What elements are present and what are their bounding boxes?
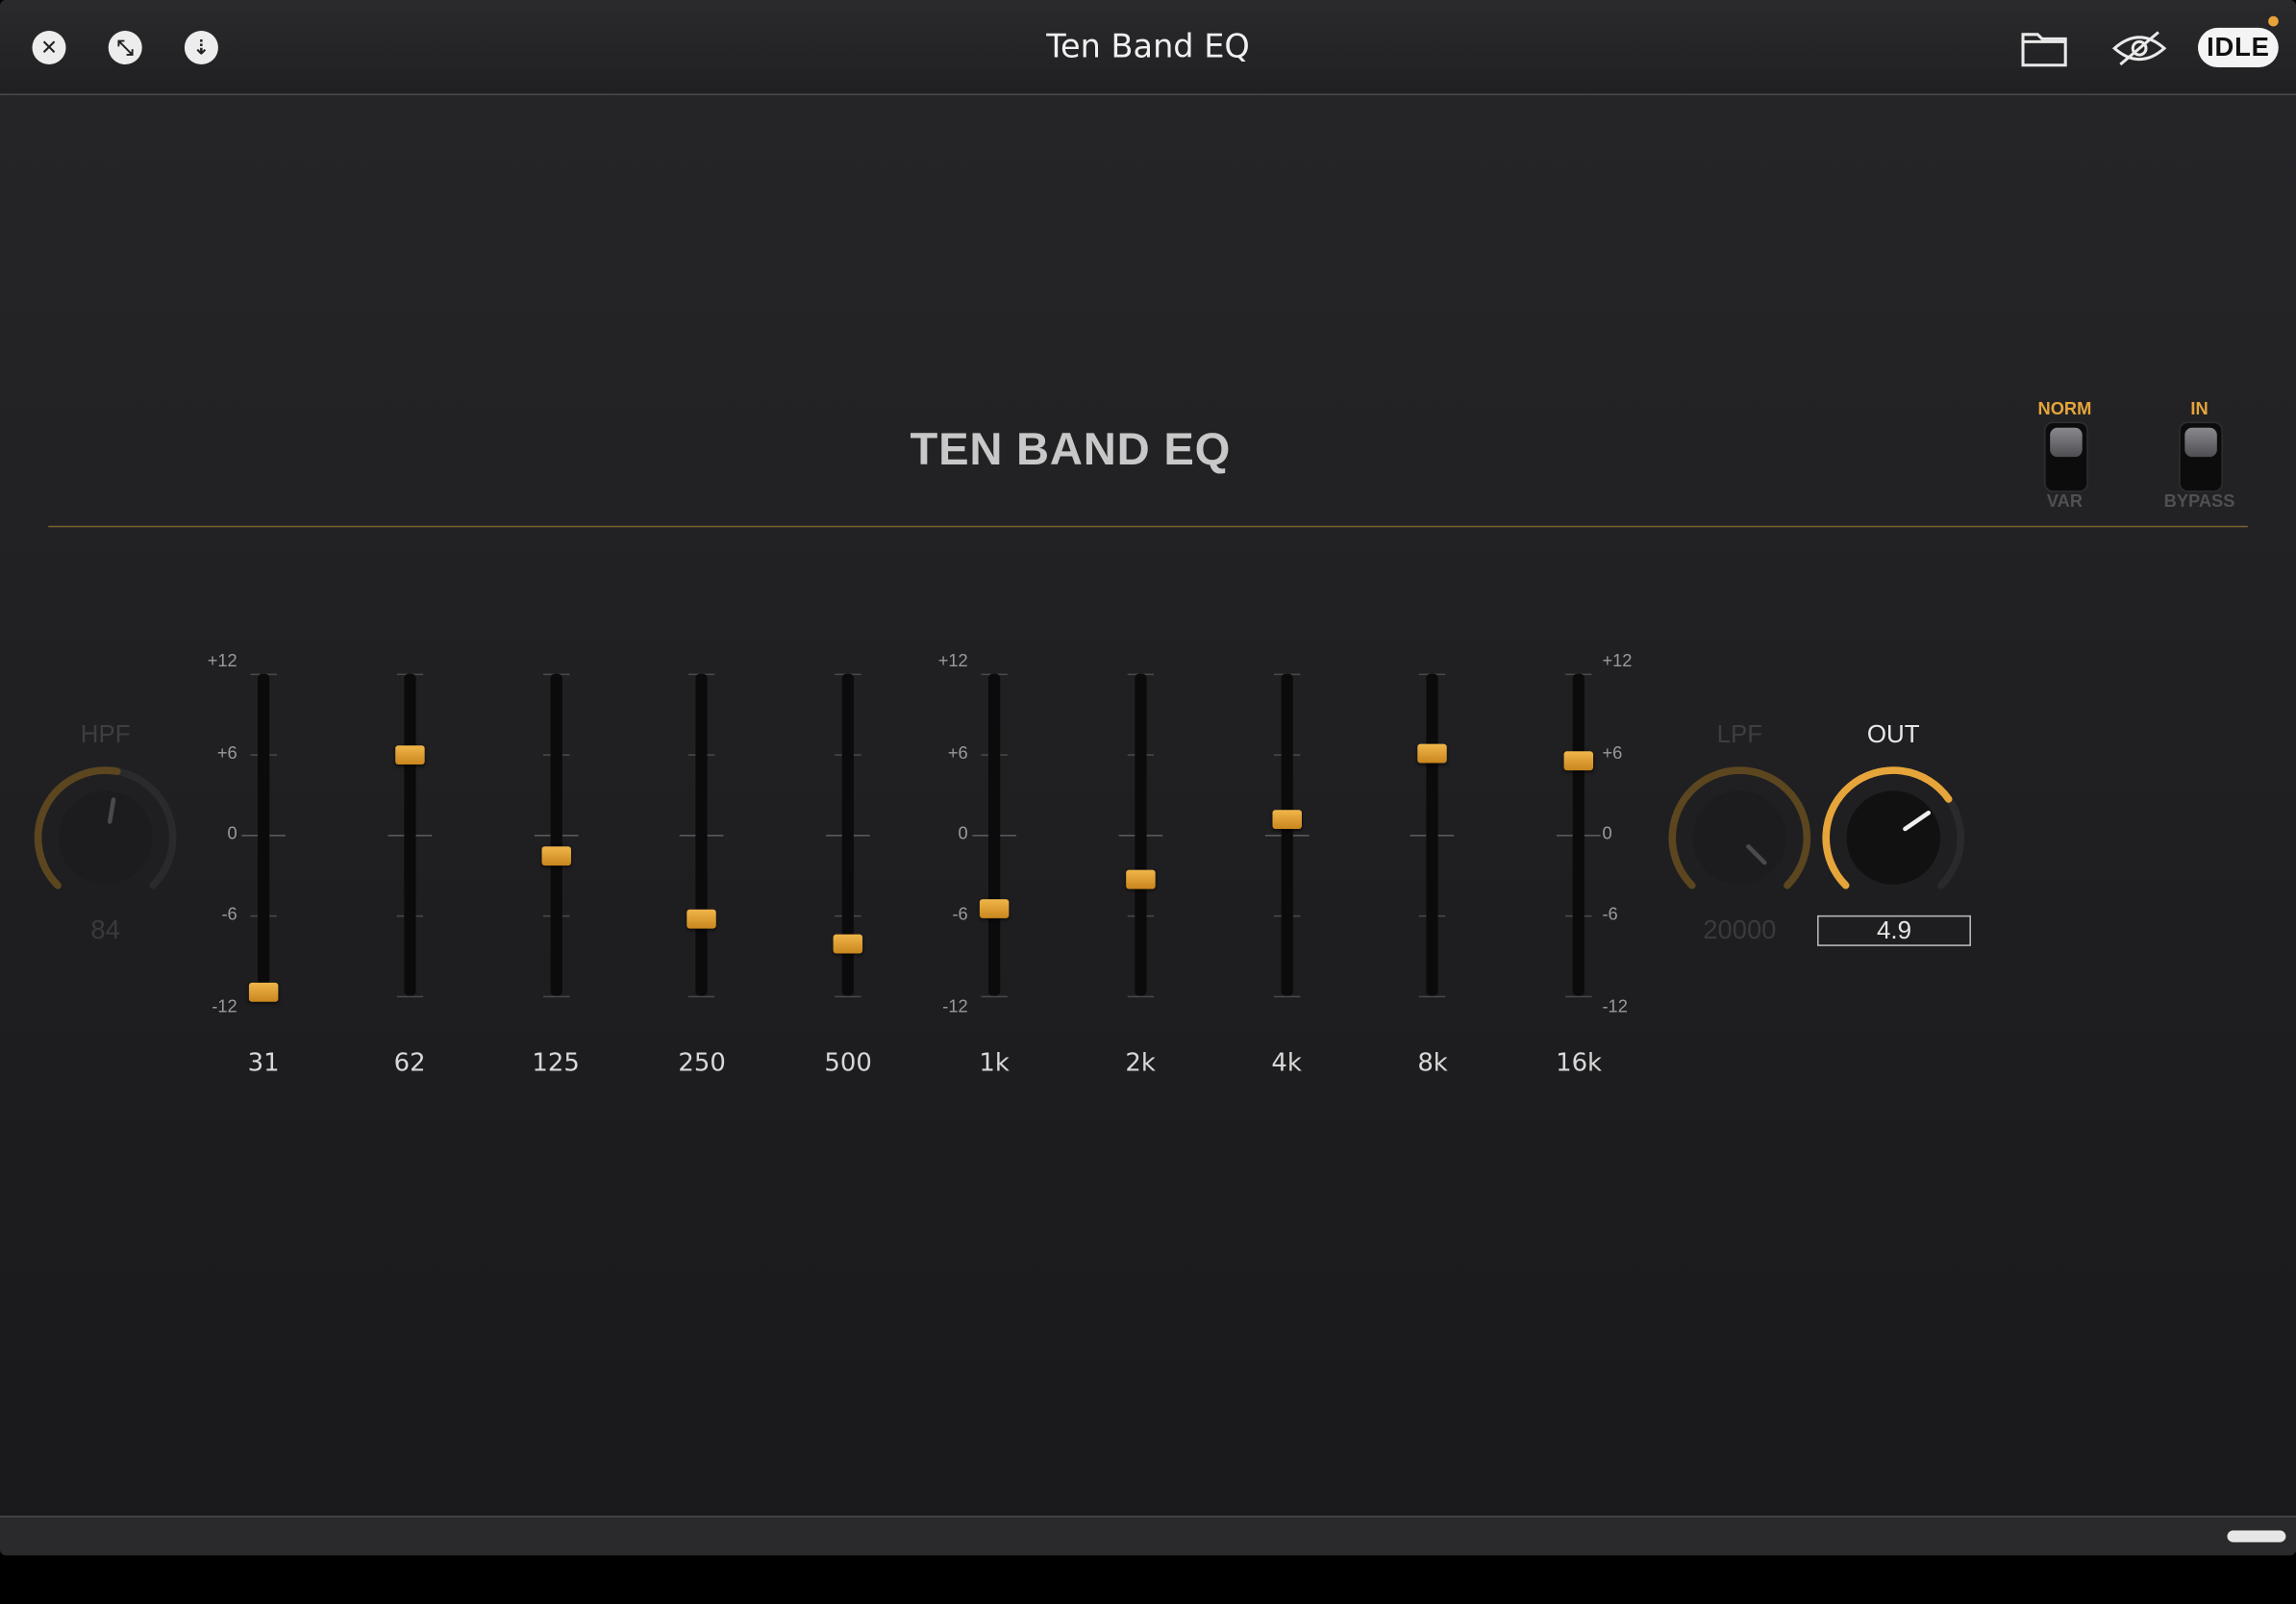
title-bar: ✕ ⤡ ⇣ Ten Band EQ IDLE xyxy=(0,0,2296,95)
band-freq-label: 62 xyxy=(393,1048,426,1078)
status-badge[interactable]: IDLE xyxy=(2198,27,2279,68)
band-freq-label: 31 xyxy=(247,1048,280,1078)
gain-scale-label: +6 xyxy=(216,742,237,764)
resize-icon[interactable]: ⤡ xyxy=(108,30,142,65)
plugin-title: TEN BAND EQ xyxy=(910,423,1232,475)
gain-scale-label: 0 xyxy=(958,822,968,844)
eq-slider-track-500[interactable] xyxy=(842,673,855,996)
eq-slider-handle-2k[interactable] xyxy=(1125,870,1156,890)
var-label: VAR xyxy=(2046,490,2084,512)
close-icon[interactable]: ✕ xyxy=(32,30,66,65)
gain-scale-label: -6 xyxy=(1602,903,1618,925)
header-divider xyxy=(48,525,2248,528)
eq-slider-track-62[interactable] xyxy=(404,673,416,996)
gain-scale-label: +12 xyxy=(937,650,968,671)
band-freq-label: 16k xyxy=(1556,1048,1603,1078)
lpf-label: LPF xyxy=(1716,720,1763,749)
gain-tick xyxy=(396,995,423,998)
status-dot xyxy=(2268,15,2279,27)
gain-tick xyxy=(688,995,715,998)
band-freq-label: 8k xyxy=(1417,1048,1448,1078)
gain-scale-label: 0 xyxy=(1602,822,1612,844)
hpf-value: 84 xyxy=(90,915,120,945)
eq-slider-handle-1k[interactable] xyxy=(979,898,1010,918)
eq-slider-handle-125[interactable] xyxy=(540,845,571,865)
switch-lever xyxy=(2050,427,2083,458)
window-title: Ten Band EQ xyxy=(1046,29,1250,66)
lpf-knob[interactable] xyxy=(1663,762,1815,893)
band-freq-label: 2k xyxy=(1125,1048,1156,1078)
norm-var-switch[interactable] xyxy=(2044,421,2088,492)
bottom-bar xyxy=(0,1516,2296,1556)
gain-tick xyxy=(1419,995,1446,998)
gain-tick xyxy=(981,995,1008,998)
eq-slider-handle-31[interactable] xyxy=(248,983,279,1003)
gain-tick xyxy=(1127,995,1154,998)
out-knob[interactable] xyxy=(1817,762,1969,893)
in-label: IN xyxy=(2190,398,2209,419)
hide-eye-icon[interactable] xyxy=(2111,29,2167,67)
eq-slider-track-16k[interactable] xyxy=(1572,673,1585,996)
switch-lever xyxy=(2184,427,2217,458)
gain-scale-label: -6 xyxy=(221,903,237,925)
eq-slider-track-125[interactable] xyxy=(550,673,562,996)
gain-scale-label: 0 xyxy=(227,822,237,844)
eq-slider-track-250[interactable] xyxy=(696,673,709,996)
gain-tick xyxy=(542,995,569,998)
eq-slider-handle-8k[interactable] xyxy=(1417,743,1448,764)
lpf-value: 20000 xyxy=(1703,915,1777,945)
eq-slider-handle-500[interactable] xyxy=(833,935,863,954)
eq-slider-track-1k[interactable] xyxy=(988,673,1001,996)
gain-scale-label: -12 xyxy=(942,995,968,1016)
home-indicator[interactable] xyxy=(2227,1530,2286,1542)
gain-scale-label: +12 xyxy=(207,650,237,671)
hpf-label: HPF xyxy=(80,720,131,749)
eq-slider-track-31[interactable] xyxy=(258,673,270,996)
eq-slider-handle-4k[interactable] xyxy=(1271,810,1302,830)
eq-slider-track-4k[interactable] xyxy=(1281,673,1293,996)
gain-tick xyxy=(1565,995,1592,998)
gain-scale-label: -12 xyxy=(212,995,237,1016)
minimize-icon[interactable]: ⇣ xyxy=(184,30,218,65)
gain-scale-label: -12 xyxy=(1602,995,1628,1016)
gain-scale-label: +6 xyxy=(1602,742,1623,764)
folder-icon[interactable] xyxy=(2021,29,2068,67)
gain-scale-label: +12 xyxy=(1602,650,1633,671)
band-freq-label: 250 xyxy=(678,1048,726,1078)
band-freq-label: 500 xyxy=(824,1048,872,1078)
eq-slider-handle-250[interactable] xyxy=(686,909,717,929)
band-freq-label: 4k xyxy=(1271,1048,1302,1078)
gain-tick xyxy=(1273,995,1300,998)
eq-slider-handle-62[interactable] xyxy=(394,745,425,765)
out-value-field[interactable]: 4.9 xyxy=(1817,915,1971,946)
band-freq-label: 125 xyxy=(532,1048,580,1078)
eq-slider-track-8k[interactable] xyxy=(1426,673,1439,996)
eq-slider-track-2k[interactable] xyxy=(1135,673,1147,996)
gain-tick xyxy=(835,995,861,998)
gain-scale-label: +6 xyxy=(947,742,968,764)
in-bypass-switch[interactable] xyxy=(2179,421,2223,492)
gain-scale-label: -6 xyxy=(952,903,968,925)
norm-label: NORM xyxy=(2037,398,2092,419)
out-label: OUT xyxy=(1866,720,1920,749)
bypass-label: BYPASS xyxy=(2163,490,2235,512)
plugin-window: ✕ ⤡ ⇣ Ten Band EQ IDLE TEN BAND EQ NORM … xyxy=(0,0,2296,1556)
eq-slider-handle-16k[interactable] xyxy=(1563,750,1594,770)
hpf-knob[interactable] xyxy=(29,762,181,893)
band-freq-label: 1k xyxy=(979,1048,1010,1078)
